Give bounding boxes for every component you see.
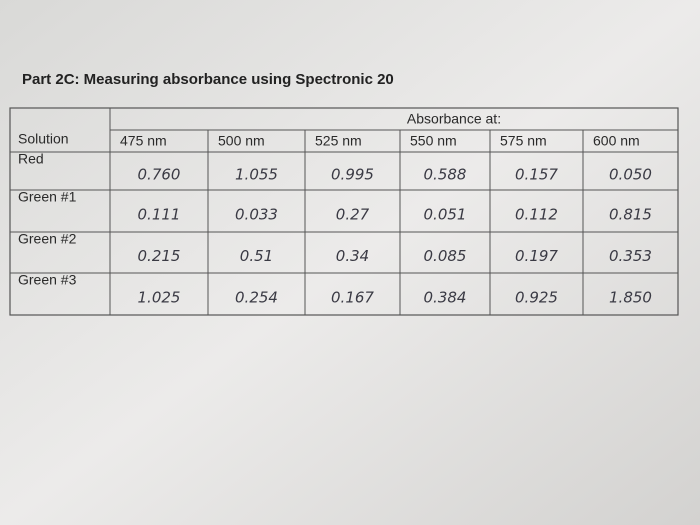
- table-border: [9, 107, 679, 316]
- header-cell: 550 nm: [410, 133, 457, 149]
- cell-value: 0.085: [424, 247, 467, 265]
- cell-value: 0.588: [424, 166, 467, 184]
- header-cell: 500 nm: [218, 133, 265, 149]
- cell-value: 0.111: [138, 206, 181, 224]
- cell-value: 0.34: [336, 247, 369, 265]
- header-cell: 525 nm: [315, 133, 362, 149]
- row-label: Green #1: [18, 189, 77, 205]
- cell-value: 0.197: [515, 247, 558, 265]
- page-title: Part 2C: Measuring absorbance using Spec…: [22, 71, 394, 88]
- row-label: Green #3: [18, 272, 77, 288]
- cell-value: 1.025: [138, 289, 181, 307]
- table: Solution Absorbance at: 475 nm 500 nm 525 nm…: [18, 111, 652, 307]
- cell-value: 0.353: [609, 247, 652, 265]
- cell-value: 0.254: [235, 289, 278, 307]
- cell-value: 0.112: [515, 206, 558, 224]
- header-cell: 600 nm: [593, 133, 640, 149]
- cell-value: 0.157: [515, 166, 558, 184]
- cell-value: 0.167: [331, 289, 374, 307]
- header-group: Absorbance at:: [407, 111, 501, 127]
- cell-value: 1.850: [609, 289, 652, 307]
- cell-value: 0.033: [235, 206, 278, 224]
- cell-value: 0.050: [609, 166, 652, 184]
- row-label: Red: [18, 151, 44, 167]
- cell-value: 0.215: [138, 247, 181, 265]
- cell-value: 0.815: [609, 206, 652, 224]
- cell-value: 0.27: [336, 206, 370, 224]
- row-label: Green #2: [18, 231, 77, 247]
- cell-value: 0.995: [331, 166, 374, 184]
- cell-value: 0.051: [424, 206, 467, 224]
- cell-value: 1.055: [235, 166, 278, 184]
- header-cell: 475 nm: [120, 133, 167, 149]
- cell-value: 0.925: [515, 289, 558, 307]
- table-grid: [9, 107, 679, 316]
- header-cell: Solution: [18, 131, 69, 147]
- cell-value: 0.51: [240, 247, 273, 265]
- cell-value: 0.384: [424, 289, 467, 307]
- header-cell: 575 nm: [500, 133, 547, 149]
- cell-value: 0.760: [138, 166, 181, 184]
